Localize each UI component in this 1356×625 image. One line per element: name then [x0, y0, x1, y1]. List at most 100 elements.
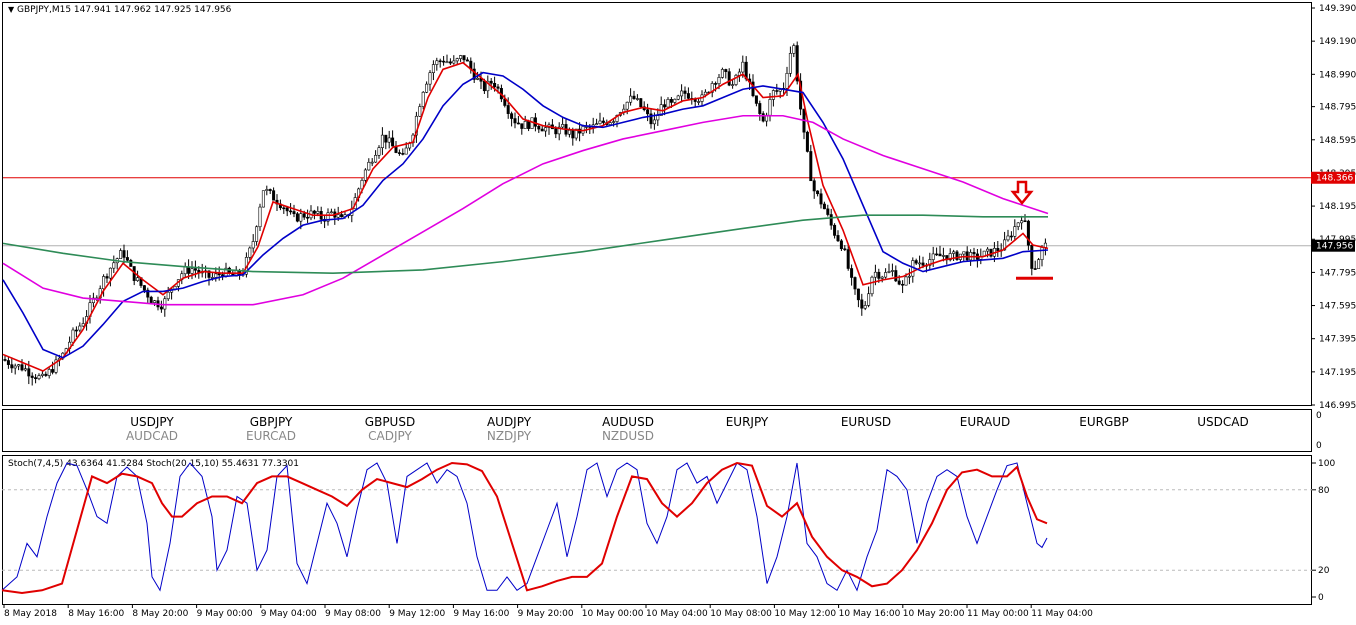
symbol-panel-axis: 00: [1316, 411, 1322, 451]
candle-body: [595, 123, 599, 126]
candle-body: [986, 248, 990, 252]
symbol-button-gbpusd[interactable]: GBPUSD CADJPY: [330, 415, 450, 443]
candle-body: [465, 59, 469, 62]
candle-body: [1009, 235, 1013, 238]
candle-body: [819, 193, 823, 205]
price-tick-label: 148.990: [1319, 70, 1356, 80]
candlesticks: [3, 41, 1047, 386]
candle-body: [289, 210, 293, 213]
candle-body: [928, 259, 932, 266]
candle-body: [846, 249, 850, 269]
candle-body: [380, 134, 384, 148]
candle-body: [533, 117, 537, 127]
chart-title: ▼ GBPJPY,M15 147.941 147.962 147.925 147…: [8, 5, 231, 15]
candle-body: [47, 369, 51, 376]
symbol-button-usdcad[interactable]: USDCAD: [1163, 415, 1283, 429]
candle-body: [897, 280, 901, 285]
candle-body: [326, 212, 330, 222]
symbol-secondary-label: AUDCAD: [125, 429, 179, 443]
candle-body: [809, 151, 813, 182]
candle-body: [894, 270, 898, 282]
candle-body: [255, 226, 259, 242]
candle-body: [482, 80, 486, 92]
candle-body: [612, 121, 616, 123]
candle-body: [921, 262, 925, 266]
candle-body: [166, 291, 170, 300]
symbol-button-eurusd[interactable]: EURUSD: [806, 415, 926, 429]
dropdown-triangle-icon[interactable]: ▼: [8, 5, 15, 14]
current-price-label: 147.956: [1316, 242, 1353, 252]
resistance-price-label: 148.366: [1316, 174, 1353, 184]
candle-body: [54, 359, 58, 373]
price-chart-pane[interactable]: ▼ GBPJPY,M15 147.941 147.962 147.925 147…: [2, 2, 1356, 411]
symbol-panel: USDJPY AUDCAD GBPJPY EURCAD GBPUSD CADJPY AUDJ…: [2, 409, 1312, 452]
candle-body: [91, 297, 95, 304]
candle-body: [363, 169, 367, 181]
candle-body: [1013, 226, 1017, 237]
candle-body: [601, 120, 605, 123]
candle-body: [74, 329, 78, 332]
candle-body: [741, 61, 745, 73]
symbol-secondary-label: NZDJPY: [486, 429, 532, 443]
candle-body: [217, 273, 221, 276]
time-tick-label: 9 May 00:00: [197, 609, 253, 619]
candle-body: [839, 240, 843, 250]
candle-body: [81, 323, 85, 327]
time-axis: 8 May 2018 8 May 16:00 8 May 20:00 9 May 00…: [3, 604, 1093, 619]
symbol-primary-label: EURJPY: [725, 415, 769, 429]
candle-body: [537, 125, 541, 130]
candle-body: [826, 208, 830, 215]
time-tick-label: 11 May 04:00: [1031, 609, 1093, 619]
candle-body: [506, 105, 510, 114]
candle-body: [295, 213, 299, 222]
chart-title-text: GBPJPY,M15 147.941 147.962 147.925 147.9…: [17, 5, 232, 15]
symbol-primary-label: EURAUD: [959, 415, 1011, 429]
symbol-button-eurgbp[interactable]: EURGBP: [1044, 415, 1164, 429]
candle-body: [1006, 235, 1010, 241]
price-tick-label: 149.390: [1319, 4, 1356, 14]
candle-body: [635, 98, 639, 100]
candle-body: [833, 224, 837, 236]
symbol-button-audjpy[interactable]: AUDJPY NZDJPY: [449, 415, 569, 443]
candle-body: [948, 253, 952, 261]
candle-body: [401, 153, 405, 155]
symbol-button-euraud[interactable]: EURAUD: [925, 415, 1045, 429]
candle-body: [843, 248, 847, 251]
candle-body: [557, 126, 561, 135]
candle-body: [771, 90, 775, 100]
candle-body: [207, 270, 211, 278]
candle-body: [251, 241, 255, 249]
candle-body: [649, 113, 653, 125]
time-tick-label: 11 May 00:00: [967, 609, 1029, 619]
candle-body: [391, 137, 395, 147]
candle-body: [142, 285, 146, 291]
price-tick-label: 147.795: [1319, 268, 1356, 278]
candle-body: [34, 377, 38, 380]
candle-body: [387, 137, 391, 143]
candle-body: [931, 253, 935, 260]
candle-body: [20, 364, 24, 371]
candle-body: [510, 113, 514, 119]
stoch-fast-line: [1, 462, 1048, 592]
candle-body: [159, 306, 163, 310]
candle-body: [877, 271, 881, 279]
candle-body: [907, 275, 911, 278]
time-tick-label: 8 May 2018: [4, 609, 57, 619]
time-tick-label: 9 May 20:00: [518, 609, 574, 619]
symbol-button-usdjpy[interactable]: USDJPY AUDCAD: [92, 415, 212, 443]
current-price-tag: [1311, 239, 1355, 252]
stochastic-pane[interactable]: Stoch(7,4,5) 43.6364 41.5284 Stoch(20,15…: [2, 455, 1312, 605]
candle-body: [754, 95, 758, 104]
symbol-button-eurjpy[interactable]: EURJPY: [687, 415, 807, 429]
candle-body: [768, 99, 772, 116]
candle-body: [149, 296, 153, 303]
symbol-button-gbpjpy[interactable]: GBPJPY EURCAD: [211, 415, 331, 443]
time-tick-label: 10 May 20:00: [903, 609, 965, 619]
candle-body: [663, 104, 667, 108]
candle-body: [248, 247, 252, 258]
candle-body: [751, 81, 755, 97]
candle-body: [758, 103, 762, 114]
time-tick-label: 8 May 16:00: [68, 609, 124, 619]
symbol-button-audusd[interactable]: AUDUSD NZDUSD: [568, 415, 688, 443]
candle-body: [6, 360, 10, 365]
